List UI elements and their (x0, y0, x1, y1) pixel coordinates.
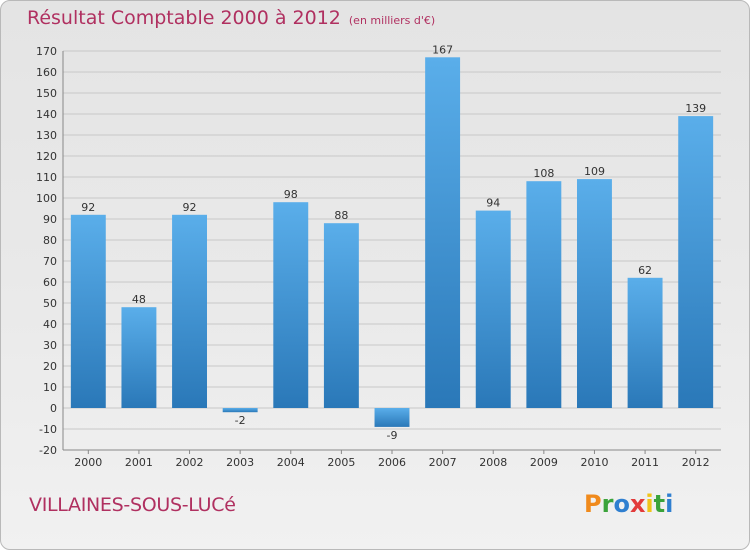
bar (425, 57, 461, 409)
data-label: 167 (432, 43, 453, 56)
brand-letter-i: i (645, 490, 654, 518)
bar (70, 214, 106, 408)
y-tick-label: 100 (36, 192, 57, 205)
data-label: 88 (334, 209, 348, 222)
bar (526, 181, 562, 408)
x-tick-label: 2011 (631, 456, 659, 469)
y-tick-label: 120 (36, 150, 57, 163)
x-tick-label: 2007 (429, 456, 457, 469)
bar (121, 307, 157, 408)
y-tick-label: 10 (43, 381, 57, 394)
brand-letter-r: r (601, 490, 614, 518)
data-label: 139 (685, 102, 706, 115)
y-tick-label: 150 (36, 87, 57, 100)
y-tick-label: 80 (43, 234, 57, 247)
y-tick-label: 60 (43, 276, 57, 289)
x-tick-label: 2004 (277, 456, 305, 469)
brand-letter-x: x (629, 490, 646, 518)
x-tick-label: 2006 (378, 456, 406, 469)
x-tick-label: 2012 (682, 456, 710, 469)
brand-logo: Proxiti (584, 490, 673, 518)
brand-letter-i2: i (665, 490, 674, 518)
bar (374, 408, 410, 427)
bar (475, 210, 511, 408)
data-label: -2 (235, 414, 246, 427)
y-tick-label: 0 (50, 402, 57, 415)
y-tick-label: 40 (43, 318, 57, 331)
y-tick-label: 170 (36, 45, 57, 58)
y-tick-label: 110 (36, 171, 57, 184)
data-label: 108 (533, 167, 554, 180)
bar (576, 179, 612, 408)
bar (273, 202, 309, 408)
data-label: 92 (183, 201, 197, 214)
brand-letter-p: P (584, 490, 602, 518)
y-tick-label: 20 (43, 360, 57, 373)
y-tick-label: 160 (36, 66, 57, 79)
y-tick-label: 50 (43, 297, 57, 310)
brand-letter-t: t (653, 490, 666, 518)
x-tick-label: 2009 (530, 456, 558, 469)
bar (678, 116, 714, 408)
x-tick-label: 2003 (226, 456, 254, 469)
y-tick-label: 70 (43, 255, 57, 268)
y-tick-label: -10 (39, 423, 57, 436)
x-tick-label: 2000 (74, 456, 102, 469)
x-tick-label: 2001 (125, 456, 153, 469)
data-label: -9 (387, 429, 398, 442)
data-label: 62 (638, 264, 652, 277)
bar (627, 277, 663, 408)
x-tick-label: 2008 (479, 456, 507, 469)
bar (323, 223, 359, 408)
y-tick-label: 90 (43, 213, 57, 226)
data-label: 109 (584, 165, 605, 178)
y-tick-label: 30 (43, 339, 57, 352)
bar (172, 214, 208, 408)
data-label: 92 (81, 201, 95, 214)
x-tick-label: 2010 (580, 456, 608, 469)
data-label: 48 (132, 293, 146, 306)
bar (222, 408, 258, 413)
commune-name: VILLAINES-SOUS-LUCé (29, 494, 236, 516)
y-tick-label: 130 (36, 129, 57, 142)
x-tick-label: 2002 (176, 456, 204, 469)
y-tick-label: 140 (36, 108, 57, 121)
chart-title: Résultat Comptable 2000 à 2012 (en millie… (27, 7, 435, 29)
brand-letter-o: o (613, 490, 630, 518)
chart-subtitle: (en milliers d'€) (348, 14, 436, 27)
data-label: 94 (486, 197, 500, 210)
title-text: Résultat Comptable 2000 à 2012 (27, 7, 341, 29)
data-label: 98 (284, 188, 298, 201)
x-tick-label: 2005 (327, 456, 355, 469)
y-tick-label: -20 (39, 444, 57, 457)
